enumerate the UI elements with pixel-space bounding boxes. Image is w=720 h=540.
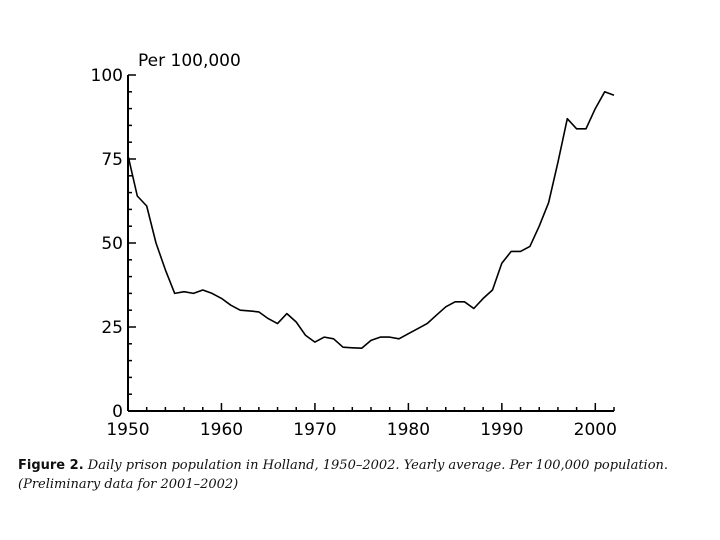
y-tick-label: 75 (101, 150, 123, 170)
x-tick-label: 1950 (106, 420, 149, 440)
x-tick-label: 1960 (200, 420, 243, 440)
y-tick-label: 0 (112, 402, 123, 422)
x-tick-label: 1970 (293, 420, 336, 440)
x-tick-label: 1990 (480, 420, 523, 440)
y-tick-label: 25 (101, 318, 123, 338)
x-tick-label: 1980 (387, 420, 430, 440)
axes (127, 75, 614, 412)
series-line (127, 91, 615, 349)
y-axis-ticks: 0 25 50 75 100 (91, 66, 136, 422)
figure-caption: Figure 2. Daily prison population in Hol… (18, 456, 698, 494)
caption-text: Daily prison population in Holland, 1950… (18, 458, 669, 492)
series-group (127, 91, 615, 349)
y-tick-label: 100 (91, 66, 123, 86)
x-tick-label: 2000 (574, 420, 617, 440)
figure-number: Figure 2. (18, 458, 84, 473)
x-axis-ticks: 1950 1960 1970 1980 1990 2000 (106, 403, 617, 440)
y-unit-label: Per 100,000 (138, 51, 241, 71)
y-tick-label: 50 (101, 234, 123, 254)
